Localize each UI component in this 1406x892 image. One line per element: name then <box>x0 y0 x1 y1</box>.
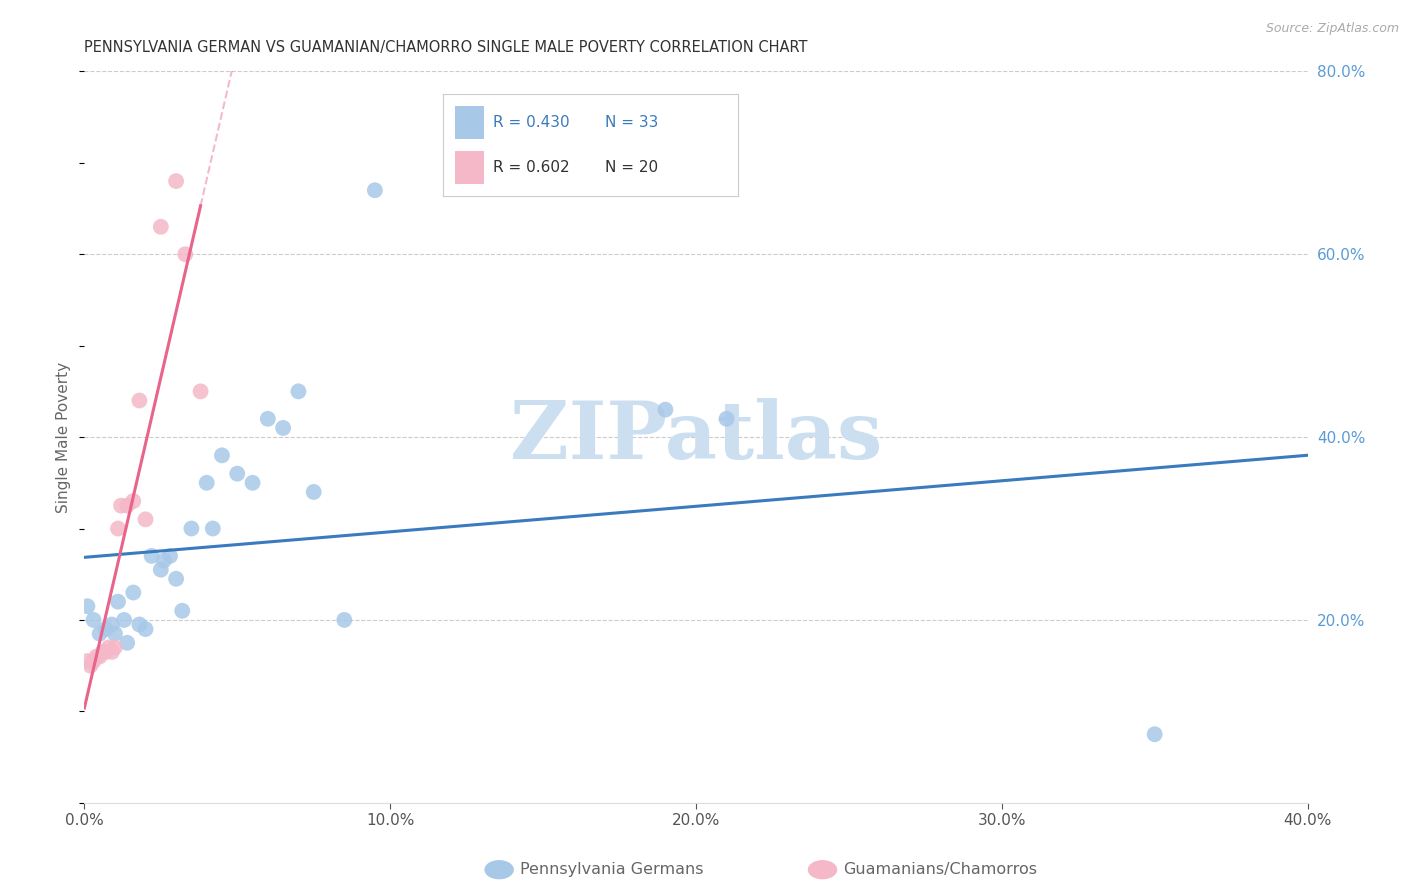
Point <box>287 384 309 399</box>
Point <box>172 604 194 618</box>
Point <box>257 412 280 426</box>
Point <box>190 384 212 399</box>
Point <box>91 645 114 659</box>
FancyBboxPatch shape <box>454 106 484 139</box>
Point <box>122 585 145 599</box>
Point <box>201 521 224 535</box>
Point <box>135 512 157 526</box>
Text: ZIPatlas: ZIPatlas <box>510 398 882 476</box>
Point <box>716 412 738 426</box>
Point <box>165 174 187 188</box>
Y-axis label: Single Male Poverty: Single Male Poverty <box>56 361 72 513</box>
Point <box>302 485 325 500</box>
Point <box>195 475 218 490</box>
Point <box>101 645 124 659</box>
Point <box>89 626 111 640</box>
Text: R = 0.430: R = 0.430 <box>494 115 569 130</box>
Point <box>115 499 138 513</box>
Point <box>364 183 387 197</box>
Point <box>165 572 187 586</box>
Text: Guamanians/Chamorros: Guamanians/Chamorros <box>844 863 1038 877</box>
Point <box>79 658 101 673</box>
Point <box>104 626 127 640</box>
Point <box>226 467 249 481</box>
Point <box>122 494 145 508</box>
Text: PENNSYLVANIA GERMAN VS GUAMANIAN/CHAMORRO SINGLE MALE POVERTY CORRELATION CHART: PENNSYLVANIA GERMAN VS GUAMANIAN/CHAMORR… <box>84 40 808 55</box>
Point <box>271 421 294 435</box>
Point <box>97 640 120 655</box>
Point <box>76 599 98 614</box>
Point <box>110 499 132 513</box>
Point <box>159 549 181 563</box>
Text: R = 0.602: R = 0.602 <box>494 160 569 175</box>
Point <box>83 654 105 668</box>
Point <box>128 617 150 632</box>
Point <box>149 219 172 234</box>
Point <box>115 636 138 650</box>
Point <box>101 617 124 632</box>
Point <box>333 613 356 627</box>
Point <box>174 247 197 261</box>
Point <box>153 553 176 567</box>
Point <box>104 640 127 655</box>
Point <box>128 393 150 408</box>
Point <box>1143 727 1166 741</box>
Text: N = 20: N = 20 <box>606 160 658 175</box>
Point <box>180 521 202 535</box>
Point <box>211 449 233 463</box>
Text: Pennsylvania Germans: Pennsylvania Germans <box>520 863 704 877</box>
Point <box>149 563 172 577</box>
Point <box>94 645 117 659</box>
Point <box>107 521 129 535</box>
Point <box>76 654 98 668</box>
Point <box>141 549 163 563</box>
Point <box>135 622 157 636</box>
Point <box>89 649 111 664</box>
Point <box>86 649 108 664</box>
Point <box>107 594 129 608</box>
Point <box>654 402 676 417</box>
Text: Source: ZipAtlas.com: Source: ZipAtlas.com <box>1265 22 1399 36</box>
FancyBboxPatch shape <box>454 151 484 184</box>
Point <box>242 475 264 490</box>
Text: N = 33: N = 33 <box>606 115 658 130</box>
Point <box>94 622 117 636</box>
Point <box>83 613 105 627</box>
Point <box>112 613 135 627</box>
